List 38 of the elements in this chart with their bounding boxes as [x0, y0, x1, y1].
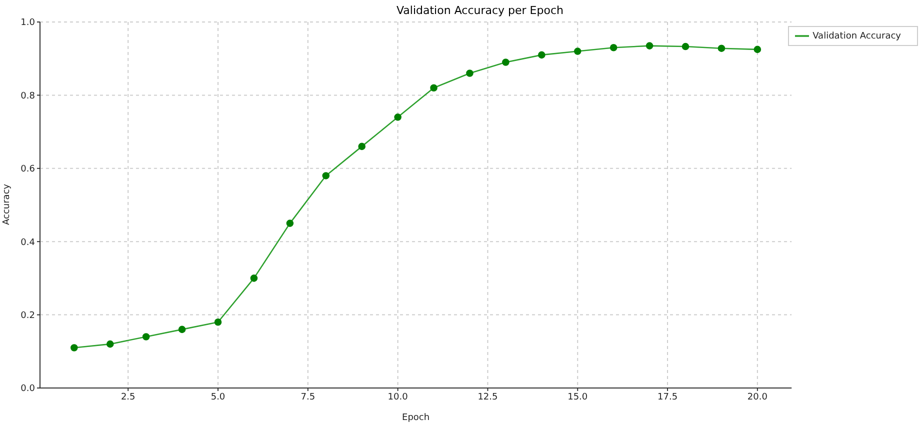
point — [646, 42, 654, 50]
y-tick-label: 0.0 — [20, 384, 36, 394]
point — [322, 172, 330, 180]
point — [394, 114, 402, 121]
y-tick-label: 0.4 — [20, 238, 36, 248]
chart-title: Validation Accuracy per Epoch — [396, 4, 564, 17]
x-tick-label: 5.0 — [210, 392, 226, 402]
point — [502, 58, 510, 66]
y-tick-label: 0.2 — [20, 310, 35, 321]
x-tick-label: 15.0 — [568, 392, 588, 402]
legend-label: Validation Accuracy — [812, 31, 901, 42]
x-tick-label: 10.0 — [388, 392, 408, 402]
point — [574, 48, 582, 55]
point — [430, 84, 438, 92]
point — [754, 46, 762, 54]
point — [358, 142, 366, 150]
x-tick-label: 20.0 — [747, 392, 768, 402]
x-tick-label: 7.5 — [300, 392, 316, 402]
point — [466, 70, 474, 77]
point — [214, 318, 222, 326]
point — [718, 44, 726, 52]
y-tick-label: 1.0 — [20, 18, 36, 28]
x-tick-label: 12.5 — [478, 392, 498, 402]
y-tick-label: 0.8 — [20, 91, 36, 102]
point — [178, 326, 186, 334]
point — [682, 42, 690, 50]
x-tick-label: 17.5 — [658, 392, 678, 402]
point — [538, 51, 546, 59]
point — [106, 340, 114, 348]
x-axis-title: Epoch — [402, 413, 430, 423]
point — [286, 220, 294, 227]
point — [142, 333, 150, 340]
point — [250, 274, 258, 282]
point — [610, 44, 618, 52]
y-axis-title: Accuracy — [2, 183, 12, 225]
x-tick-label: 2.5 — [120, 392, 136, 402]
point — [70, 344, 78, 352]
y-tick-label: 0.6 — [20, 164, 36, 175]
